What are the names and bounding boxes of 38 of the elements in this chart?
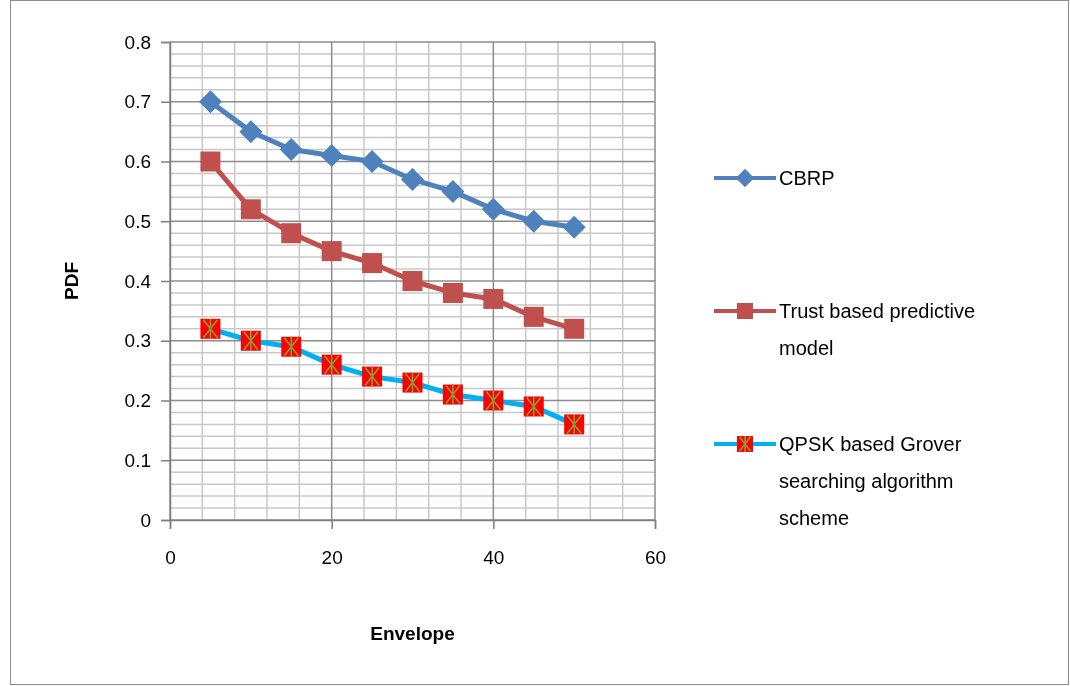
point [402, 271, 423, 291]
y-tick-label: 0.1 [124, 449, 151, 471]
point [481, 197, 505, 221]
point [441, 179, 465, 203]
y-tick-label: 0.2 [124, 390, 151, 412]
y-tick-label: 0.7 [124, 91, 151, 113]
x-tick-label: 60 [644, 547, 667, 569]
y-tick-label: 0.3 [124, 330, 151, 352]
point [362, 253, 383, 274]
point [239, 120, 263, 144]
legend-label: CBRP [779, 167, 835, 189]
point [483, 288, 504, 309]
y-tick-label: 0.5 [124, 210, 151, 232]
point [321, 241, 342, 262]
point [562, 215, 586, 239]
point [320, 144, 344, 168]
y-axis-title: PDF [61, 262, 82, 300]
legend-label: QPSK based Grover searching algorithm scheme [779, 433, 962, 529]
y-tick-label: 0.6 [124, 151, 151, 173]
x-axis-title: Envelope [370, 623, 455, 644]
point [281, 223, 302, 244]
point [401, 167, 424, 191]
point [198, 90, 222, 114]
y-tick-label: 0 [140, 509, 151, 531]
point [522, 209, 546, 233]
point [240, 199, 261, 220]
y-tick-label: 0.8 [124, 31, 151, 53]
x-tick-label: 0 [165, 547, 176, 569]
point [200, 151, 221, 172]
x-tick-label: 40 [483, 547, 505, 569]
x-tick-label: 20 [321, 547, 343, 569]
y-tick-label: 0.4 [124, 270, 152, 292]
point [523, 306, 544, 327]
point [564, 318, 585, 339]
point [442, 282, 463, 303]
point [360, 150, 384, 173]
legend-label: Trust based predictive model [779, 300, 976, 359]
point [279, 138, 303, 162]
